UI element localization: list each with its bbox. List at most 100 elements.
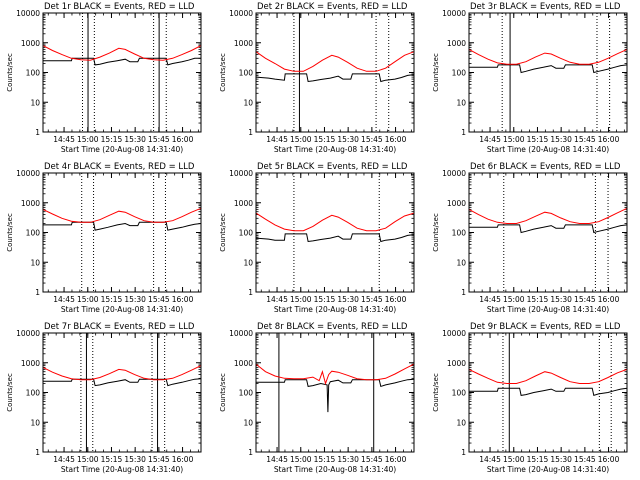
y-tick-label: 10000 [16, 329, 40, 338]
series-line-events [43, 378, 202, 387]
x-tick-label: 15:30 [124, 455, 146, 464]
x-tick-label: 15:45 [361, 455, 383, 464]
x-axis-label: Start Time (20-Aug-08 14:31:40) [487, 465, 609, 474]
panel-title: Det 4r BLACK = Events, RED = LLD [44, 162, 195, 172]
x-tick-label: 14:45 [479, 455, 501, 464]
y-tick-label: 1000 [447, 199, 466, 208]
y-tick-label: 1 [461, 128, 466, 137]
panel-title: Det 3r BLACK = Events, RED = LLD [470, 2, 621, 12]
y-axis-label: Counts/sec [219, 213, 227, 252]
x-tick-label: 15:15 [314, 135, 336, 144]
y-tick-label: 1 [248, 288, 253, 297]
x-tick-label: 15:30 [124, 135, 146, 144]
plot-frame [42, 12, 202, 133]
x-tick-label: 14:45 [266, 295, 288, 304]
panel-title: Det 7r BLACK = Events, RED = LLD [44, 322, 195, 332]
series-line-events [255, 73, 415, 83]
x-tick-label: 15:45 [148, 455, 170, 464]
y-tick-label: 10000 [229, 169, 253, 178]
x-tick-label: 15:30 [550, 455, 572, 464]
panel-title: Det 2r BLACK = Events, RED = LLD [257, 2, 408, 12]
plot-frame [468, 12, 628, 133]
x-tick-label: 15:00 [503, 295, 525, 304]
series-line-lld [255, 212, 415, 232]
y-tick-label: 1 [35, 128, 40, 137]
x-tick-label: 15:15 [314, 455, 336, 464]
panel-title: Det 1r BLACK = Events, RED = LLD [44, 2, 195, 12]
series-line-lld [42, 45, 202, 61]
x-tick-label: 14:45 [53, 295, 75, 304]
x-tick-label: 16:00 [172, 455, 194, 464]
panel-title: Det 8r BLACK = Events, RED = LLD [257, 322, 408, 332]
plot-frame [468, 332, 628, 453]
x-axis-label: Start Time (20-Aug-08 14:31:40) [274, 465, 396, 474]
series-line-events [469, 224, 628, 234]
y-axis-label: Counts/sec [432, 53, 440, 92]
detector-panel-7: Det 7r BLACK = Events, RED = LLD 1 10 100 10… [6, 322, 202, 474]
x-tick-label: 15:15 [101, 135, 123, 144]
plot-frame [255, 12, 415, 133]
y-tick-label: 1000 [21, 199, 40, 208]
y-tick-label: 1 [461, 448, 466, 457]
y-tick-label: 100 [452, 229, 467, 238]
plot-frame [42, 172, 202, 293]
y-tick-label: 10 [243, 258, 253, 267]
y-tick-label: 100 [239, 229, 254, 238]
series-line-lld [42, 207, 202, 223]
x-tick-label: 15:30 [337, 455, 359, 464]
y-tick-label: 1 [248, 128, 253, 137]
x-tick-label: 15:45 [361, 295, 383, 304]
series-line-lld [468, 48, 628, 65]
series-line-events [256, 378, 415, 413]
y-tick-label: 100 [452, 389, 467, 398]
y-tick-label: 10 [456, 98, 466, 107]
x-tick-label: 15:30 [337, 295, 359, 304]
y-tick-label: 1 [248, 448, 253, 457]
series-line-events [469, 387, 628, 397]
x-axis-label: Start Time (20-Aug-08 14:31:40) [61, 145, 183, 154]
y-tick-label: 100 [239, 69, 254, 78]
x-tick-label: 15:45 [574, 455, 596, 464]
panel-title: Det 5r BLACK = Events, RED = LLD [257, 162, 408, 172]
plot-frame [468, 172, 628, 293]
x-tick-label: 16:00 [385, 295, 407, 304]
x-tick-label: 15:00 [77, 295, 99, 304]
panel-title: Det 9r BLACK = Events, RED = LLD [470, 322, 621, 332]
y-tick-label: 100 [26, 69, 41, 78]
y-tick-label: 10 [456, 418, 466, 427]
y-tick-label: 10 [30, 258, 40, 267]
detector-panel-3: Det 3r BLACK = Events, RED = LLD 1 10 100 10… [432, 2, 628, 154]
plot-frame [255, 332, 415, 453]
y-tick-label: 10 [30, 418, 40, 427]
y-tick-label: 100 [26, 389, 41, 398]
x-tick-label: 15:30 [124, 295, 146, 304]
x-tick-label: 15:45 [148, 135, 170, 144]
panel-title: Det 6r BLACK = Events, RED = LLD [470, 162, 621, 172]
detector-panel-5: Det 5r BLACK = Events, RED = LLD 1 10 100 10… [219, 162, 415, 314]
series-line-events [469, 64, 628, 74]
detector-panel-4: Det 4r BLACK = Events, RED = LLD 1 10 100 10… [6, 162, 202, 314]
x-tick-label: 15:45 [361, 135, 383, 144]
series-line-lld [468, 207, 628, 224]
x-tick-label: 16:00 [385, 135, 407, 144]
x-tick-label: 15:30 [550, 135, 572, 144]
y-axis-label: Counts/sec [432, 213, 440, 252]
detector-panel-2: Det 2r BLACK = Events, RED = LLD 1 10 100 10… [219, 2, 415, 154]
x-tick-label: 15:15 [314, 295, 336, 304]
y-tick-label: 10 [243, 418, 253, 427]
y-tick-label: 1000 [21, 39, 40, 48]
y-axis-label: Counts/sec [432, 373, 440, 412]
detector-panel-1: Det 1r BLACK = Events, RED = LLD 1 10 100 10… [6, 2, 202, 154]
x-axis-label: Start Time (20-Aug-08 14:31:40) [274, 305, 396, 314]
y-tick-label: 1000 [234, 359, 253, 368]
y-tick-label: 10000 [229, 329, 253, 338]
y-tick-label: 1000 [234, 199, 253, 208]
x-tick-label: 15:00 [77, 455, 99, 464]
x-tick-label: 15:45 [574, 135, 596, 144]
y-tick-label: 1000 [447, 359, 466, 368]
x-tick-label: 14:45 [266, 455, 288, 464]
x-tick-label: 15:15 [101, 295, 123, 304]
detector-panel-9: Det 9r BLACK = Events, RED = LLD 1 10 100 10… [432, 322, 628, 474]
x-tick-label: 15:45 [148, 295, 170, 304]
y-axis-label: Counts/sec [219, 373, 227, 412]
